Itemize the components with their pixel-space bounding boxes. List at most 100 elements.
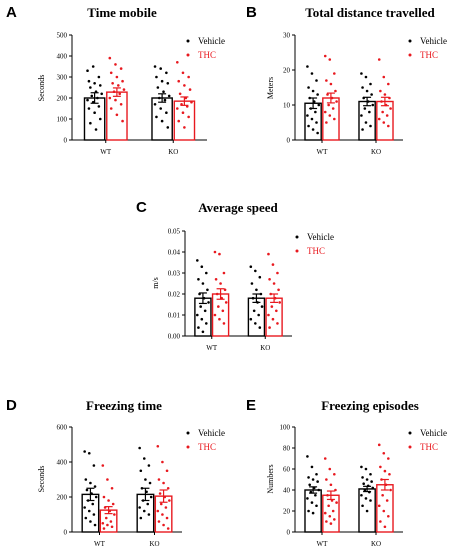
data-point	[89, 86, 92, 89]
data-point	[316, 480, 319, 483]
y-tick-label: 20	[283, 67, 291, 75]
data-point	[159, 502, 163, 506]
data-point	[307, 509, 310, 513]
data-point	[365, 478, 369, 481]
data-point	[101, 464, 105, 467]
data-point	[330, 96, 334, 100]
data-point	[157, 520, 161, 523]
data-point	[388, 96, 391, 100]
data-point	[177, 79, 181, 83]
panel-b: B Total distance travelled Meters 0 10 20 30 WT…	[246, 4, 447, 156]
data-point	[162, 481, 165, 485]
data-point	[364, 467, 368, 471]
data-point	[253, 322, 257, 325]
data-point	[140, 486, 144, 490]
bar-thc-ko	[265, 297, 283, 337]
data-point	[203, 309, 207, 313]
data-point	[329, 483, 333, 487]
data-point	[102, 527, 106, 530]
data-point	[97, 75, 101, 79]
data-point	[149, 495, 153, 499]
data-point	[147, 464, 151, 467]
data-point	[249, 317, 253, 321]
data-point	[383, 469, 387, 473]
legend-marker-vehicle	[408, 39, 412, 43]
data-point	[162, 523, 165, 527]
data-point	[361, 128, 364, 131]
data-point	[155, 115, 158, 119]
data-point	[387, 514, 390, 518]
data-point	[86, 69, 89, 72]
data-point	[197, 326, 200, 329]
y-axis-label: Seconds	[37, 75, 46, 102]
y-tick-label: 100	[57, 116, 68, 124]
data-point	[272, 282, 276, 285]
x-tick-label: WT	[317, 148, 329, 156]
data-point	[325, 520, 328, 523]
data-point	[380, 478, 383, 481]
data-point	[187, 75, 190, 79]
data-point	[273, 296, 277, 300]
legend-marker-vehicle	[186, 39, 190, 43]
data-point	[278, 301, 281, 304]
data-point	[166, 82, 170, 85]
data-point	[93, 111, 96, 114]
data-point	[121, 79, 124, 83]
data-point	[328, 514, 332, 518]
data-point	[368, 110, 371, 114]
data-point	[196, 313, 199, 317]
data-point	[258, 326, 262, 329]
legend-label-thc: THC	[198, 442, 216, 452]
data-point	[382, 75, 386, 79]
data-point	[385, 499, 389, 502]
data-point	[159, 107, 162, 110]
data-point	[259, 292, 263, 296]
data-point	[379, 89, 382, 93]
data-point	[307, 476, 310, 479]
y-tick-label: 0.02	[168, 291, 181, 299]
data-point	[326, 93, 329, 96]
y-tick-label: 0.00	[168, 333, 181, 341]
data-point	[307, 124, 310, 128]
data-point	[160, 119, 164, 123]
data-point	[329, 82, 333, 86]
data-point	[315, 504, 318, 508]
panel-letter: B	[246, 4, 257, 21]
data-point	[92, 513, 96, 516]
data-point	[202, 296, 206, 300]
data-point	[377, 443, 381, 447]
data-point	[276, 271, 279, 275]
data-point	[141, 499, 145, 502]
data-point	[369, 124, 372, 128]
data-point	[110, 486, 114, 490]
legend-label-thc: THC	[420, 442, 438, 452]
legend-marker-thc	[408, 53, 412, 57]
data-point	[139, 516, 143, 520]
legend-label-thc: THC	[307, 246, 325, 256]
legend-marker-thc	[295, 249, 299, 253]
chart-title: Freezing time	[86, 398, 162, 413]
data-point	[166, 486, 170, 490]
data-point	[314, 110, 317, 114]
data-point	[201, 330, 205, 334]
data-point	[326, 493, 329, 497]
y-tick-label: 0.03	[168, 270, 181, 278]
data-point	[166, 527, 170, 530]
data-point	[306, 455, 309, 458]
data-point	[168, 499, 171, 502]
data-point	[153, 65, 157, 68]
data-point	[93, 485, 97, 488]
data-point	[329, 522, 333, 525]
y-tick-label: 200	[57, 494, 68, 502]
data-point	[98, 84, 102, 87]
data-point	[200, 265, 204, 269]
data-point	[153, 103, 157, 106]
data-point	[310, 72, 314, 75]
data-point	[97, 105, 101, 108]
data-point	[199, 305, 202, 308]
data-point	[111, 502, 115, 506]
y-tick-label: 0.04	[168, 249, 181, 257]
y-tick-label: 0	[64, 137, 68, 145]
data-point	[314, 493, 317, 497]
